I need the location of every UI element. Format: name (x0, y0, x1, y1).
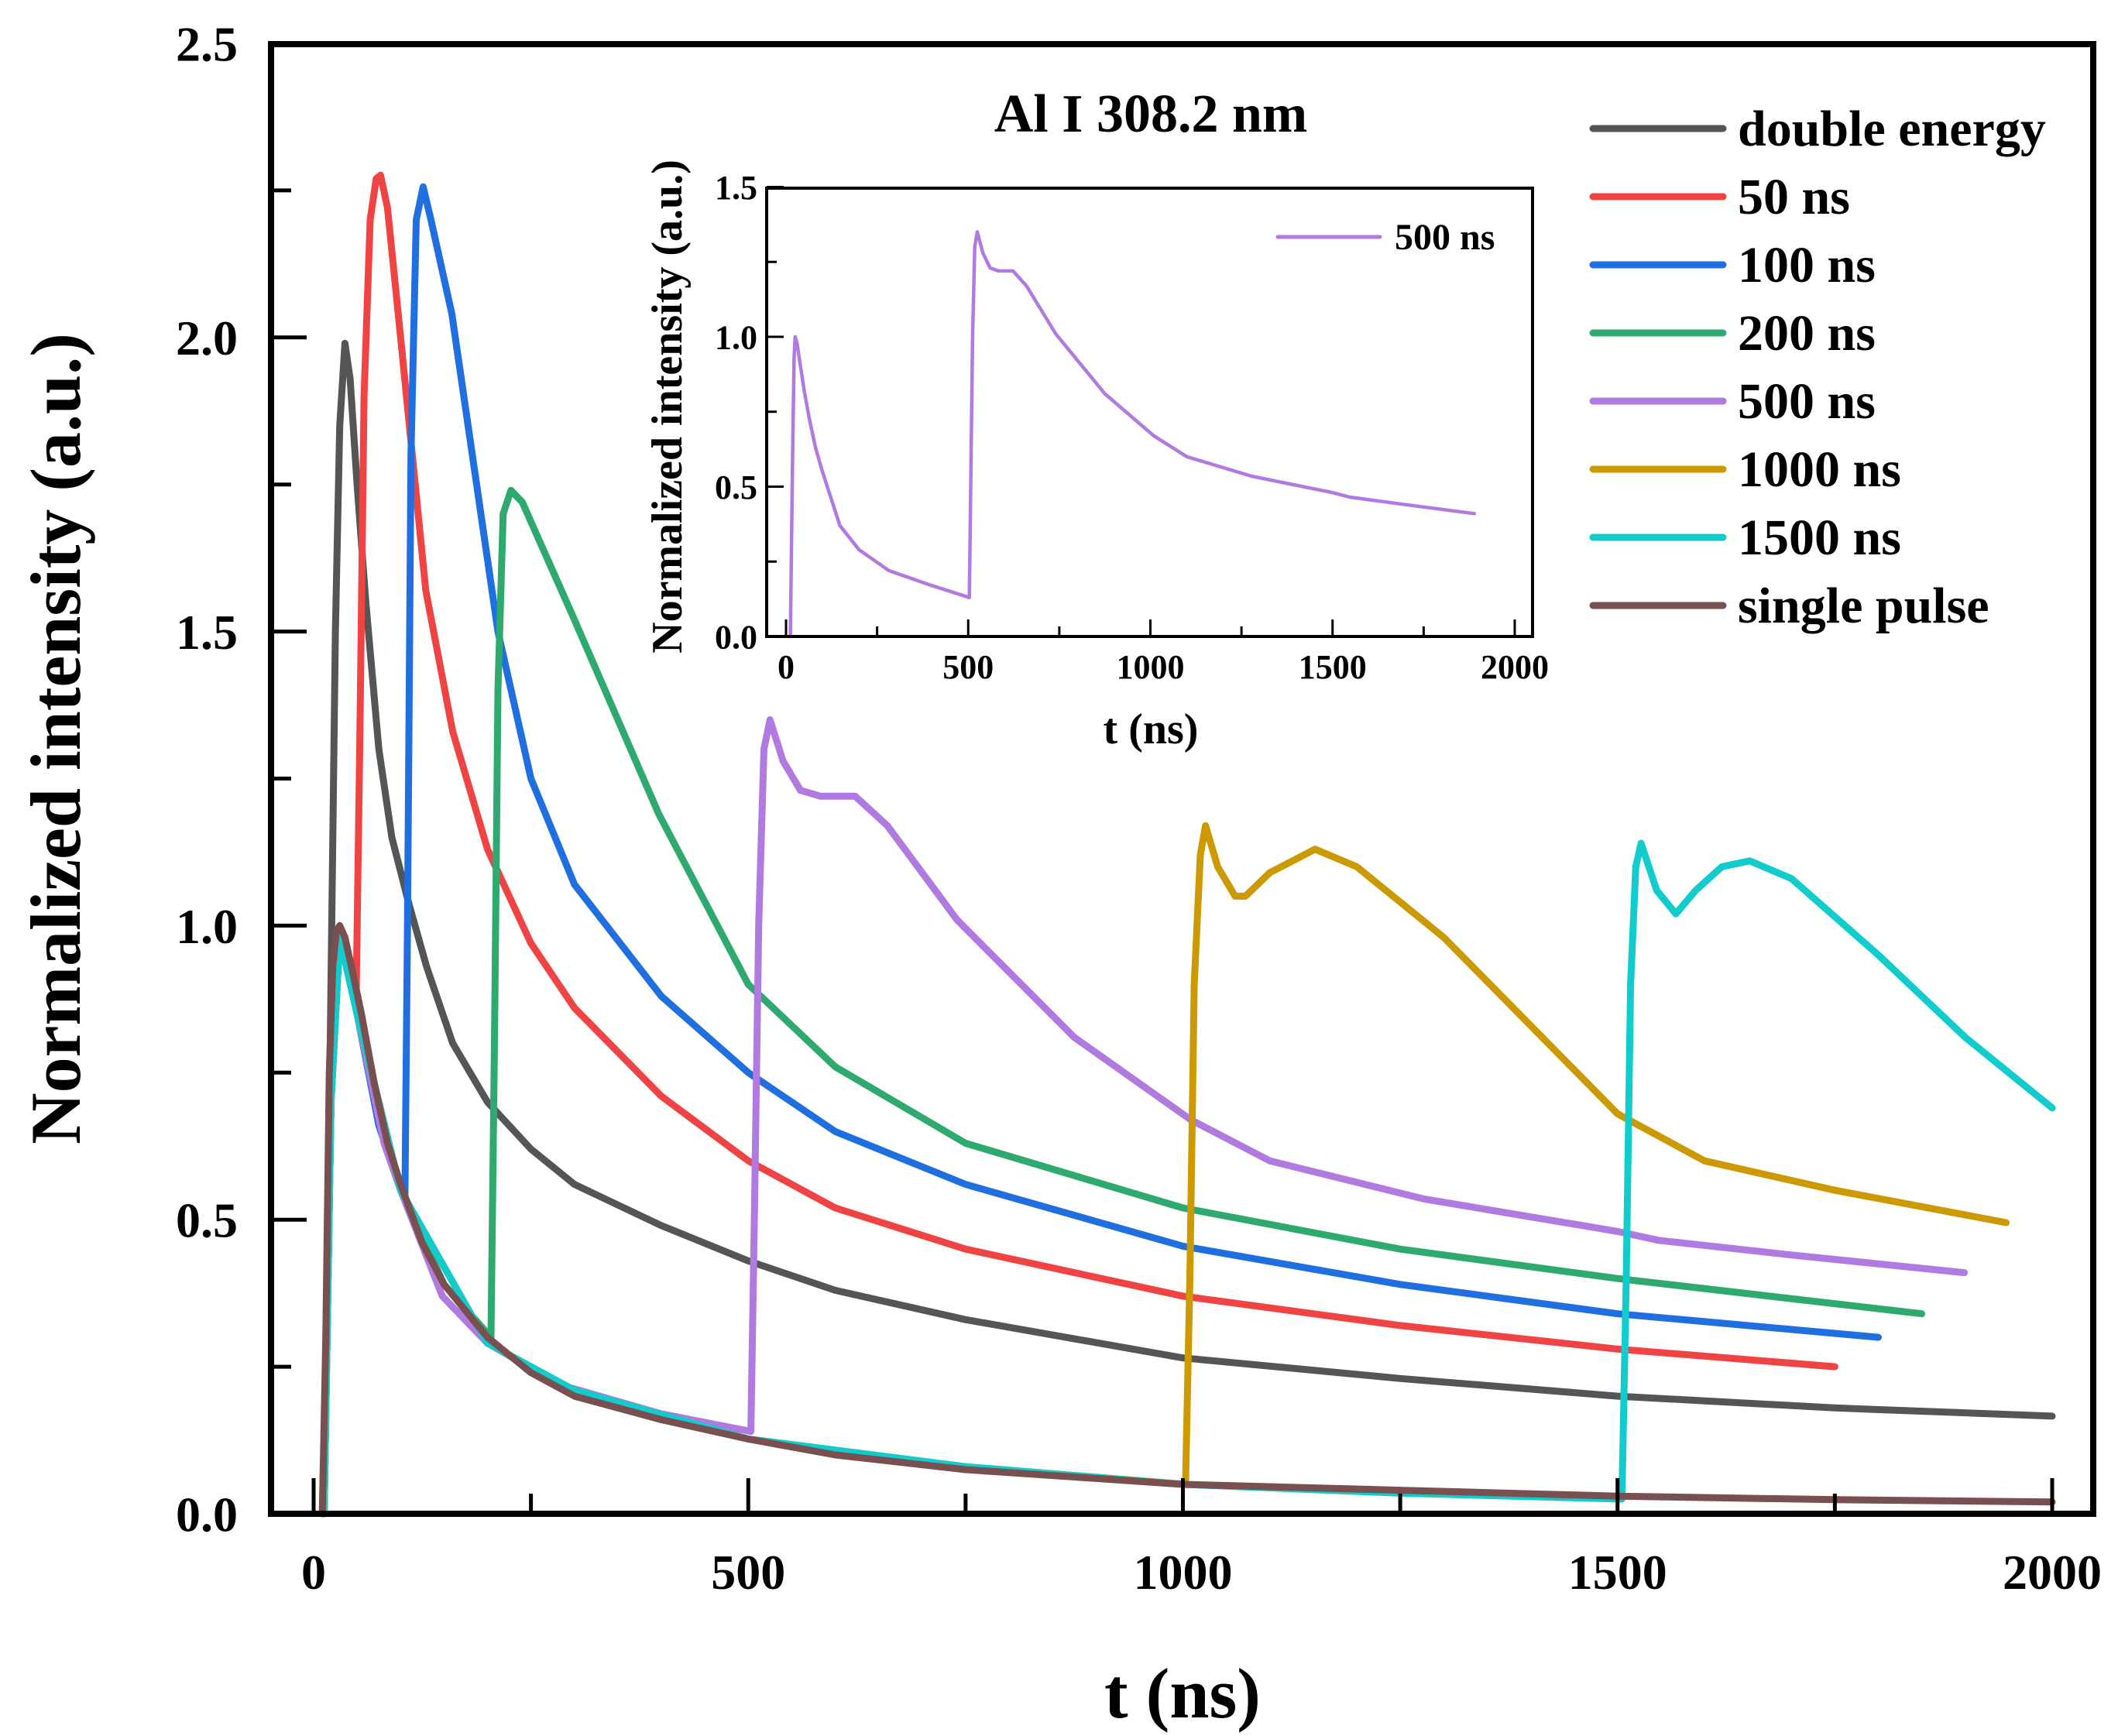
main-y-tick-label: 0.5 (176, 1193, 238, 1248)
inset-plot-frame (765, 187, 1534, 638)
legend-label: single pulse (1738, 578, 1989, 634)
inset-series-group (788, 230, 1477, 639)
inset-series-500-ns (788, 230, 1477, 639)
main-x-tick-label: 2000 (2003, 1545, 2102, 1600)
inset-x-tick-label: 0 (778, 648, 795, 686)
inset-plot: 0 500 1000 1500 2000 0.0 0.5 1.0 1.5 t (ns) Norm… (644, 160, 1549, 753)
main-plot-frame (268, 41, 2096, 1517)
main-y-tick-label: 0.0 (176, 1487, 238, 1542)
legend-label: 500 ns (1395, 217, 1495, 258)
inset-x-tick-label: 1500 (1299, 648, 1367, 686)
inset-y-tick-label: 1.0 (715, 318, 757, 356)
inset-legend: 500 ns (1275, 217, 1495, 258)
main-legend-item-500-ns: 500 ns (1589, 373, 1876, 430)
chart-title: Al I 308.2 nm (994, 84, 1307, 144)
legend-label: double energy (1738, 101, 2046, 157)
inset-x-tick-label: 2000 (1481, 648, 1549, 686)
legend-label: 100 ns (1738, 237, 1876, 293)
main-legend-item-100-ns: 100 ns (1589, 237, 1876, 293)
inset-y-tick-label: 1.5 (715, 169, 757, 207)
main-series-200-ns (321, 486, 1926, 1518)
main-series-group (318, 171, 2056, 1518)
inset-x-tick-label: 1000 (1117, 648, 1185, 686)
main-series-single-pulse (318, 921, 2056, 1518)
main-legend-item-double-energy: double energy (1589, 101, 2046, 157)
inset-legend-item-500-ns: 500 ns (1275, 217, 1495, 258)
legend-label: 1000 ns (1738, 441, 1901, 498)
main-x-tick-label: 1500 (1568, 1545, 1667, 1600)
main-y-axis-title: Normalized intensity (a.u.) (16, 333, 95, 1144)
main-legend-item-single-pulse: single pulse (1589, 578, 1989, 634)
inset-y-axis-title: Normalized intensity (a.u.) (644, 160, 692, 654)
main-y-tick-label: 1.0 (176, 899, 238, 954)
main-series-double-energy (318, 339, 2056, 1518)
legend-label: 200 ns (1738, 305, 1876, 362)
main-legend-item-1000-ns: 1000 ns (1589, 441, 1901, 498)
inset-background (767, 188, 1533, 636)
main-tick-labels: 0 500 1000 1500 2000 0.0 0.5 1.0 1.5 2.0 2.5 (176, 16, 2102, 1600)
legend-label: 50 ns (1738, 169, 1850, 225)
main-plot: 0 500 1000 1500 2000 0.0 0.5 1.0 1.5 2.0 2.5 t (ns… (16, 16, 2102, 1733)
main-legend-item-1500-ns: 1500 ns (1589, 509, 1901, 566)
main-x-tick-label: 0 (301, 1545, 326, 1600)
main-legend-item-50-ns: 50 ns (1589, 169, 1850, 225)
inset-y-tick-label: 0.0 (715, 618, 757, 656)
main-y-tick-label: 2.5 (176, 16, 238, 71)
main-series-1000-ns (321, 822, 2010, 1518)
inset-y-tick-label: 0.5 (715, 468, 757, 506)
main-x-axis-title: t (ns) (1104, 1654, 1261, 1733)
main-y-tick-label: 2.0 (176, 310, 238, 365)
main-legend: double energy 50 ns 100 ns 200 ns 500 ns 1000… (1589, 101, 2046, 634)
legend-label: 1500 ns (1738, 509, 1901, 566)
inset-x-tick-label: 500 (942, 648, 994, 686)
main-x-tick-label: 1000 (1134, 1545, 1233, 1600)
inset-tick-labels: 0 500 1000 1500 2000 0.0 0.5 1.0 1.5 (715, 169, 1549, 686)
main-x-tick-label: 500 (711, 1545, 785, 1600)
main-legend-item-200-ns: 200 ns (1589, 305, 1876, 362)
legend-label: 500 ns (1738, 373, 1876, 430)
inset-x-axis-title: t (ns) (1104, 705, 1199, 753)
main-y-tick-label: 1.5 (176, 605, 238, 660)
